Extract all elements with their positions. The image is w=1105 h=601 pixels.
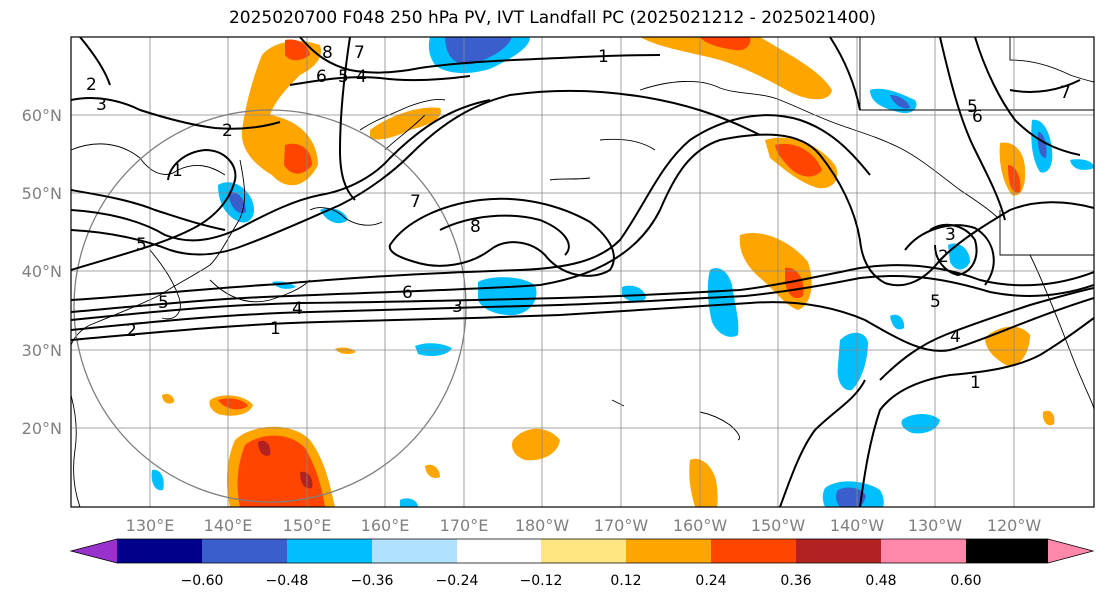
colorbar-tick: 0.60	[950, 573, 981, 589]
contour-label: 5	[930, 292, 941, 312]
colorbar-segment	[287, 539, 372, 563]
latitude-labels: 60°N 50°N 40°N 30°N 20°N	[22, 106, 62, 438]
lon-label: 170°E	[440, 516, 489, 535]
contour-label: 8	[322, 43, 333, 63]
contour-label: 7	[354, 43, 365, 63]
map-panel	[71, 37, 1094, 507]
colorbar-segment	[966, 539, 1048, 563]
contour-label: 1	[270, 319, 281, 339]
contour-label: 5	[967, 97, 978, 117]
colorbar-segment	[372, 539, 457, 563]
colorbar-segment	[457, 539, 541, 563]
lon-label: 150°W	[751, 516, 806, 535]
lon-label: 170°W	[594, 516, 649, 535]
colorbar-tick: 0.48	[865, 573, 896, 589]
contour-label: 6	[402, 283, 413, 303]
colorbar-segment	[881, 539, 966, 563]
colorbar-tick: 0.24	[695, 573, 726, 589]
contour-label: 7	[410, 192, 421, 212]
colorbar: −0.60 −0.48 −0.36 −0.24 −0.12 0.12 0.24 …	[69, 538, 1095, 589]
colorbar-segment	[626, 539, 711, 563]
colorbar-tick: −0.12	[520, 573, 563, 589]
lon-label: 140°E	[204, 516, 253, 535]
lon-label: 130°E	[126, 516, 175, 535]
contour-label: 7	[1060, 83, 1071, 103]
colorbar-tick: −0.48	[266, 573, 309, 589]
lat-label-40n: 40°N	[22, 262, 62, 281]
lon-label: 130°W	[908, 516, 963, 535]
lon-label: 150°E	[283, 516, 332, 535]
contour-label: 3	[945, 225, 956, 245]
contour-label: 3	[96, 95, 107, 115]
map-title: 2025020700 F048 250 hPa PV, IVT Landfall…	[228, 8, 876, 28]
colorbar-tick: 0.12	[610, 573, 641, 589]
contour-label: 4	[356, 67, 367, 87]
lon-label: 160°E	[361, 516, 410, 535]
colorbar-tick: −0.24	[436, 573, 479, 589]
contour-label: 3	[452, 297, 463, 317]
lon-label: 120°W	[987, 516, 1042, 535]
colorbar-tick: −0.60	[181, 573, 224, 589]
search-radius-circle	[73, 109, 467, 503]
contour-label: 1	[970, 373, 981, 393]
colorbar-segment	[202, 539, 287, 563]
colorbar-tick: 0.36	[780, 573, 811, 589]
contour-label: 1	[598, 47, 609, 67]
contour-label: 2	[86, 75, 97, 95]
contour-label: 4	[292, 299, 303, 319]
colorbar-segment	[711, 539, 796, 563]
colorbar-segment	[541, 539, 626, 563]
contour-labels: 8 7 6 5 4 2 3 2 1 1 5 5 2 7 8 6 3 4 1 3 …	[86, 43, 1071, 393]
colorbar-tick: −0.36	[351, 573, 394, 589]
contour-label: 5	[338, 67, 349, 87]
colorbar-extend-low	[71, 539, 117, 563]
contour-label: 1	[172, 161, 183, 181]
lat-label-50n: 50°N	[22, 184, 62, 203]
contour-label: 4	[950, 327, 961, 347]
lon-label: 140°W	[830, 516, 885, 535]
contour-label: 6	[316, 67, 327, 87]
contour-label: 2	[938, 247, 949, 267]
colorbar-segment	[117, 539, 202, 563]
contour-label: 6	[972, 107, 983, 127]
contour-label: 5	[158, 293, 169, 313]
map-frame	[70, 36, 1095, 508]
contour-label: 2	[126, 321, 137, 341]
contour-label: 8	[470, 217, 481, 237]
contour-label: 5	[136, 235, 147, 255]
colorbar-segment	[796, 539, 881, 563]
colorbar-outline	[69, 538, 1095, 564]
lon-label: 180°W	[515, 516, 570, 535]
lat-label-60n: 60°N	[22, 106, 62, 125]
lon-label: 160°W	[673, 516, 728, 535]
graticule	[71, 37, 1094, 507]
contour-label: 2	[222, 121, 233, 141]
longitude-labels: 130°E 140°E 150°E 160°E 170°E 180°W 170°…	[126, 516, 1042, 535]
lat-label-30n: 30°N	[22, 341, 62, 360]
lat-label-20n: 20°N	[22, 419, 62, 438]
pv-contours	[71, 37, 1094, 507]
colorbar-extend-high	[1048, 539, 1093, 563]
